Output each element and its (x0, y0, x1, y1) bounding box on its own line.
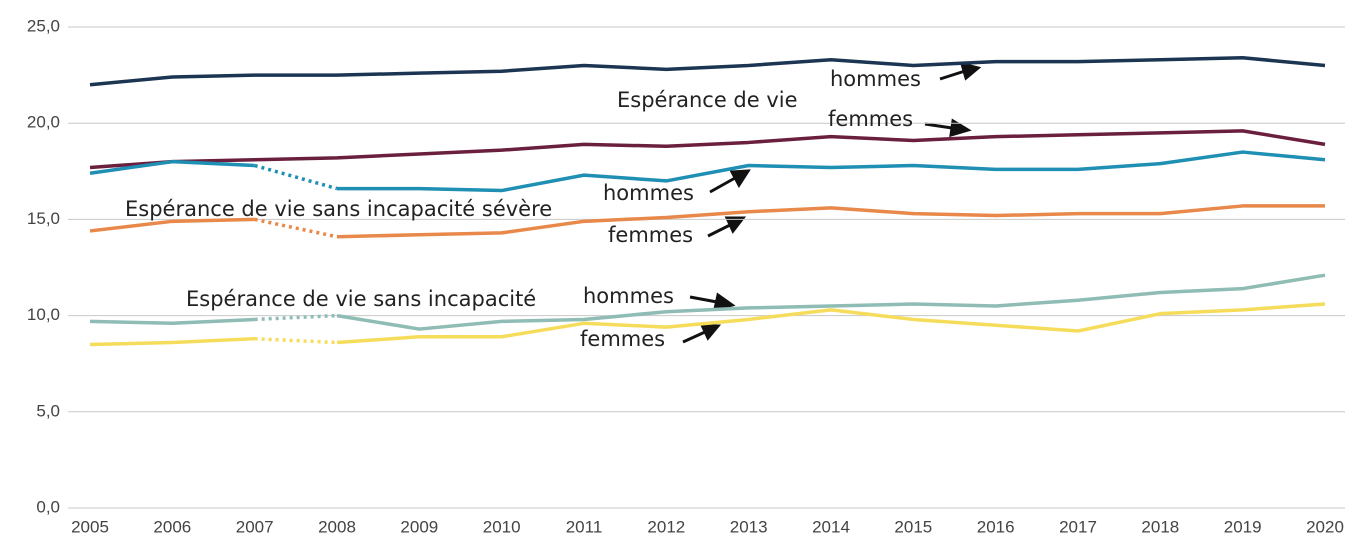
line-series (89, 336, 255, 347)
line-series (336, 273, 1326, 331)
annotation: hommes (603, 181, 694, 205)
x-tick-label: 2010 (483, 517, 521, 536)
x-tick-label: 2006 (153, 517, 191, 536)
y-tick-label: 10,0 (27, 305, 60, 324)
line-series (89, 56, 1326, 87)
x-tick-label: 2005 (71, 517, 109, 536)
x-tick-label: 2014 (812, 517, 850, 536)
line-series (89, 317, 255, 326)
annotation: Espérance de vie sans incapacité sévère (125, 197, 552, 221)
dotted-segment (254, 163, 338, 191)
line-series (336, 204, 1325, 239)
annotation: hommes (583, 284, 674, 308)
x-tick-label: 2016 (977, 517, 1015, 536)
annotation: femmes (608, 223, 693, 247)
x-tick-label: 2019 (1224, 517, 1262, 536)
y-tick-label: 20,0 (27, 113, 60, 132)
x-tick-label: 2020 (1306, 517, 1344, 536)
dotted-segment (254, 313, 338, 322)
x-tick-label: 2017 (1059, 517, 1097, 536)
annotation: Espérance de vie (617, 88, 798, 112)
y-tick-label: 0,0 (36, 497, 60, 516)
annotation: femmes (828, 107, 913, 131)
y-tick-label: 15,0 (27, 209, 60, 228)
annotation: Espérance de vie sans incapacité (186, 287, 536, 311)
x-tick-label: 2011 (566, 517, 603, 536)
dotted-segment (254, 336, 338, 345)
line-series (336, 302, 1326, 345)
arrows (682, 61, 982, 344)
y-tick-label: 25,0 (27, 16, 60, 35)
annotation: hommes (830, 67, 921, 91)
x-tick-label: 2018 (1141, 517, 1179, 536)
x-tick-label: 2009 (400, 517, 438, 536)
x-tick-label: 2013 (730, 517, 768, 536)
dotted-segment (254, 217, 338, 239)
x-tick-label: 2012 (647, 517, 685, 536)
x-tick-label: 2015 (894, 517, 932, 536)
y-tick-label: 5,0 (36, 401, 60, 420)
line-series (89, 217, 255, 233)
line-series (89, 129, 1326, 170)
x-tick-label: 2008 (318, 517, 356, 536)
line-series (337, 150, 1326, 193)
line-series (89, 159, 255, 175)
annotation: femmes (580, 327, 665, 351)
x-tick-label: 2007 (236, 517, 274, 536)
